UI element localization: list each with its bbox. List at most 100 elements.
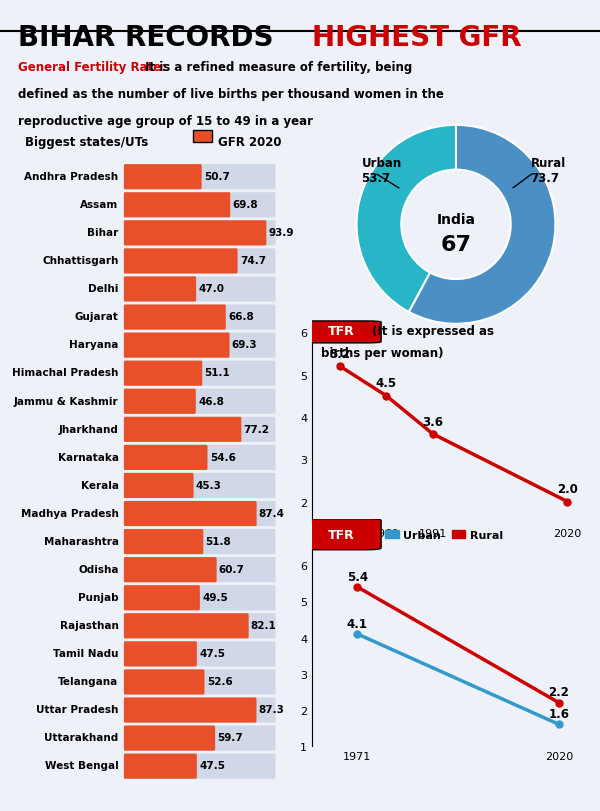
Text: 54.6: 54.6 bbox=[209, 453, 236, 462]
FancyBboxPatch shape bbox=[124, 333, 275, 358]
Text: 52.6: 52.6 bbox=[206, 676, 232, 686]
FancyBboxPatch shape bbox=[124, 726, 215, 751]
FancyBboxPatch shape bbox=[124, 613, 248, 638]
Text: 5.2: 5.2 bbox=[329, 347, 350, 360]
Text: Maharashtra: Maharashtra bbox=[44, 536, 119, 547]
FancyBboxPatch shape bbox=[124, 530, 203, 555]
FancyBboxPatch shape bbox=[124, 474, 275, 499]
Text: 45.3: 45.3 bbox=[196, 480, 221, 490]
FancyBboxPatch shape bbox=[124, 613, 275, 638]
Text: Odisha: Odisha bbox=[78, 564, 119, 574]
Text: Urban
53.7: Urban 53.7 bbox=[362, 157, 402, 184]
Text: 50.7: 50.7 bbox=[204, 172, 230, 182]
Text: (It is expressed as: (It is expressed as bbox=[373, 324, 494, 338]
FancyBboxPatch shape bbox=[124, 586, 200, 611]
Text: Bihar: Bihar bbox=[88, 228, 119, 238]
FancyBboxPatch shape bbox=[124, 445, 275, 470]
FancyBboxPatch shape bbox=[124, 389, 275, 414]
Text: Madhya Pradesh: Madhya Pradesh bbox=[20, 508, 119, 518]
Text: Himachal Pradesh: Himachal Pradesh bbox=[12, 368, 119, 378]
FancyBboxPatch shape bbox=[124, 165, 202, 190]
FancyBboxPatch shape bbox=[124, 726, 275, 751]
Wedge shape bbox=[409, 126, 556, 324]
FancyBboxPatch shape bbox=[124, 305, 226, 330]
FancyBboxPatch shape bbox=[124, 333, 230, 358]
Text: TFR: TFR bbox=[328, 324, 355, 338]
Text: 2.2: 2.2 bbox=[548, 685, 569, 698]
Text: 82.1: 82.1 bbox=[251, 620, 277, 630]
Text: HIGHEST GFR: HIGHEST GFR bbox=[312, 24, 521, 52]
Text: defined as the number of live births per thousand women in the: defined as the number of live births per… bbox=[18, 88, 444, 101]
Text: 69.3: 69.3 bbox=[232, 340, 257, 350]
Text: Uttar Pradesh: Uttar Pradesh bbox=[36, 705, 119, 714]
Text: 47.0: 47.0 bbox=[199, 284, 224, 294]
Text: 93.9: 93.9 bbox=[269, 228, 294, 238]
FancyBboxPatch shape bbox=[124, 753, 197, 779]
Text: Andhra Pradesh: Andhra Pradesh bbox=[25, 172, 119, 182]
Text: 77.2: 77.2 bbox=[244, 424, 269, 434]
Text: India: India bbox=[437, 213, 476, 227]
FancyBboxPatch shape bbox=[124, 501, 275, 526]
Text: 69.8: 69.8 bbox=[232, 200, 258, 210]
FancyBboxPatch shape bbox=[124, 557, 217, 582]
Text: GFR 2020: GFR 2020 bbox=[218, 136, 282, 149]
Text: 1.6: 1.6 bbox=[548, 707, 569, 720]
Text: 49.5: 49.5 bbox=[202, 592, 228, 603]
FancyBboxPatch shape bbox=[124, 361, 202, 386]
FancyBboxPatch shape bbox=[124, 249, 238, 274]
FancyBboxPatch shape bbox=[124, 697, 275, 723]
Text: Kerala: Kerala bbox=[80, 480, 119, 490]
Text: Jharkhand: Jharkhand bbox=[59, 424, 119, 434]
FancyBboxPatch shape bbox=[193, 131, 212, 143]
FancyBboxPatch shape bbox=[124, 557, 275, 582]
FancyBboxPatch shape bbox=[124, 417, 275, 442]
Text: Tamil Nadu: Tamil Nadu bbox=[53, 648, 119, 659]
Text: Assam: Assam bbox=[80, 200, 119, 210]
Text: It is a refined measure of fertility, being: It is a refined measure of fertility, be… bbox=[141, 62, 412, 75]
Text: Rajasthan: Rajasthan bbox=[59, 620, 119, 630]
Text: Uttarakhand: Uttarakhand bbox=[44, 732, 119, 743]
FancyBboxPatch shape bbox=[124, 305, 275, 330]
Text: 2.0: 2.0 bbox=[557, 483, 578, 496]
Text: 59.7: 59.7 bbox=[217, 732, 243, 743]
FancyBboxPatch shape bbox=[301, 321, 381, 344]
FancyBboxPatch shape bbox=[124, 445, 208, 470]
Text: General Fertility Rate:: General Fertility Rate: bbox=[18, 62, 166, 75]
Text: 67: 67 bbox=[440, 235, 472, 255]
FancyBboxPatch shape bbox=[124, 361, 275, 386]
FancyBboxPatch shape bbox=[124, 642, 197, 667]
Text: 51.8: 51.8 bbox=[205, 536, 231, 547]
Text: 51.1: 51.1 bbox=[205, 368, 230, 378]
Text: West Bengal: West Bengal bbox=[45, 761, 119, 770]
FancyBboxPatch shape bbox=[124, 193, 230, 218]
FancyBboxPatch shape bbox=[124, 670, 275, 695]
Text: BIHAR RECORDS: BIHAR RECORDS bbox=[18, 24, 283, 52]
FancyBboxPatch shape bbox=[124, 417, 241, 442]
FancyBboxPatch shape bbox=[124, 249, 275, 274]
FancyBboxPatch shape bbox=[124, 474, 194, 499]
FancyBboxPatch shape bbox=[124, 221, 275, 246]
Text: 74.7: 74.7 bbox=[240, 256, 266, 266]
Text: Chhattisgarh: Chhattisgarh bbox=[42, 256, 119, 266]
FancyBboxPatch shape bbox=[124, 753, 275, 779]
Text: 3.6: 3.6 bbox=[422, 415, 443, 428]
FancyBboxPatch shape bbox=[124, 642, 275, 667]
Text: Karnataka: Karnataka bbox=[58, 453, 119, 462]
Text: 47.5: 47.5 bbox=[199, 761, 225, 770]
FancyBboxPatch shape bbox=[124, 530, 275, 555]
Text: 87.3: 87.3 bbox=[259, 705, 284, 714]
Text: 5.4: 5.4 bbox=[347, 570, 368, 583]
FancyBboxPatch shape bbox=[124, 165, 275, 190]
Text: TFR: TFR bbox=[328, 528, 355, 541]
Text: Jammu & Kashmir: Jammu & Kashmir bbox=[14, 396, 119, 406]
FancyBboxPatch shape bbox=[124, 501, 257, 526]
Text: births per woman): births per woman) bbox=[320, 346, 443, 360]
Text: 46.8: 46.8 bbox=[198, 396, 224, 406]
Text: Punjab: Punjab bbox=[78, 592, 119, 603]
Text: Biggest states/UTs: Biggest states/UTs bbox=[25, 136, 148, 149]
Text: 66.8: 66.8 bbox=[228, 312, 254, 322]
Text: 4.1: 4.1 bbox=[347, 617, 368, 630]
Text: Rural
73.7: Rural 73.7 bbox=[530, 157, 566, 184]
FancyBboxPatch shape bbox=[124, 277, 275, 303]
Text: Delhi: Delhi bbox=[88, 284, 119, 294]
